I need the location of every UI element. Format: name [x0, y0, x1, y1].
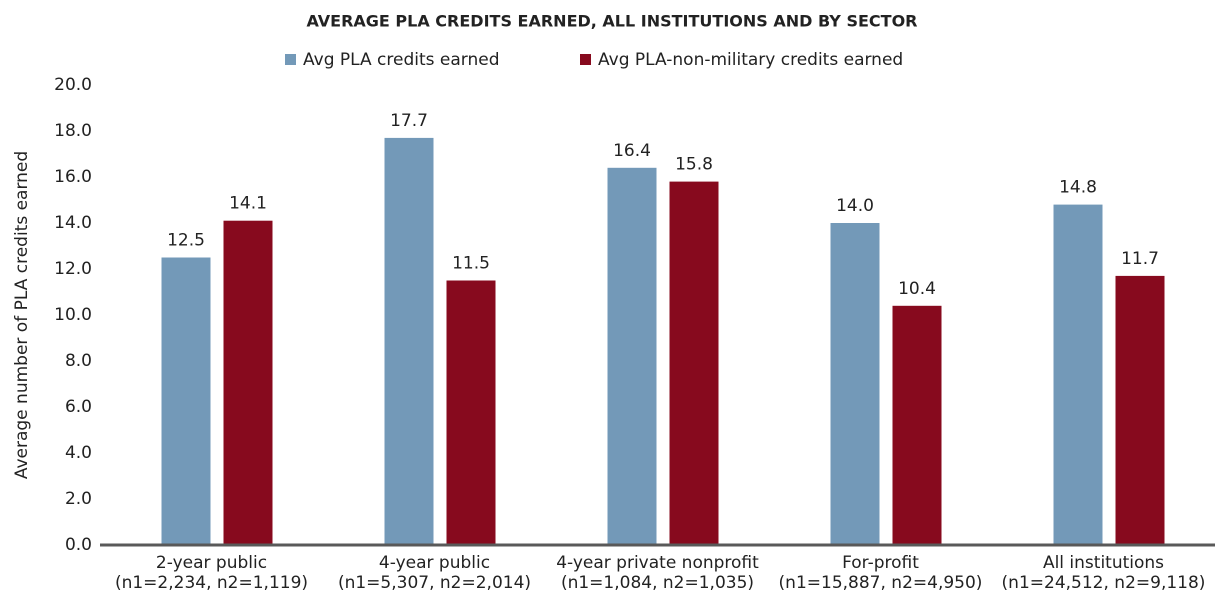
y-tick-label: 0.0 — [65, 535, 92, 555]
bar — [669, 181, 719, 545]
y-tick-label: 6.0 — [65, 397, 92, 417]
y-tick-label: 20.0 — [54, 75, 92, 95]
legend-label: Avg PLA-non-military credits earned — [598, 50, 903, 70]
y-tick-label: 18.0 — [54, 121, 92, 141]
y-axis-label: Average number of PLA credits earned — [12, 151, 32, 479]
legend-label: Avg PLA credits earned — [303, 50, 500, 70]
data-label: 10.4 — [898, 279, 936, 299]
y-tick-label: 4.0 — [65, 443, 92, 463]
chart-title: AVERAGE PLA CREDITS EARNED, ALL INSTITUT… — [306, 12, 917, 31]
bar — [446, 280, 496, 545]
legend-swatch — [285, 54, 296, 65]
bar — [830, 223, 880, 545]
data-label: 16.4 — [613, 141, 651, 161]
data-label: 14.8 — [1059, 178, 1097, 198]
bar — [892, 305, 942, 545]
y-tick-label: 8.0 — [65, 351, 92, 371]
y-tick-label: 12.0 — [54, 259, 92, 279]
x-tick-label: For-profit — [842, 553, 919, 573]
x-tick-label: (n1=5,307, n2=2,014) — [338, 573, 531, 593]
data-label: 12.5 — [167, 231, 205, 251]
x-tick-label: All institutions — [1043, 553, 1164, 573]
x-tick-label: (n1=24,512, n2=9,118) — [1002, 573, 1206, 593]
bar — [384, 137, 434, 545]
x-tick-label: (n1=15,887, n2=4,950) — [779, 573, 983, 593]
y-tick-label: 16.0 — [54, 167, 92, 187]
bar — [223, 220, 273, 545]
bar — [161, 257, 211, 545]
x-tick-label: 4-year public — [379, 553, 490, 573]
x-tick-label: 2-year public — [156, 553, 267, 573]
x-tick-label: (n1=2,234, n2=1,119) — [115, 573, 308, 593]
bar — [1053, 204, 1103, 545]
bar — [607, 167, 657, 546]
y-tick-label: 10.0 — [54, 305, 92, 325]
bar — [1115, 275, 1165, 545]
legend-swatch — [580, 54, 591, 65]
y-tick-label: 14.0 — [54, 213, 92, 233]
x-tick-label: 4-year private nonprofit — [556, 553, 759, 573]
data-label: 17.7 — [390, 111, 428, 131]
data-label: 14.0 — [836, 196, 874, 216]
data-label: 14.1 — [229, 194, 267, 214]
data-label: 15.8 — [675, 155, 713, 175]
y-tick-label: 2.0 — [65, 489, 92, 509]
data-label: 11.7 — [1121, 249, 1159, 269]
x-tick-label: (n1=1,084, n2=1,035) — [561, 573, 754, 593]
data-label: 11.5 — [452, 254, 490, 274]
